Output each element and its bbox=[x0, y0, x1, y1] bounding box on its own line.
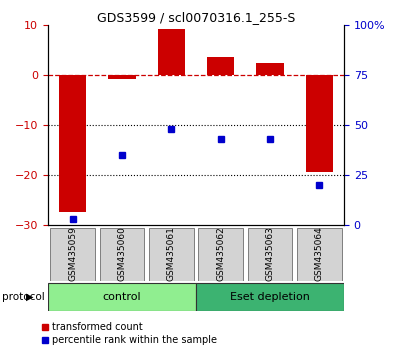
Text: Eset depletion: Eset depletion bbox=[230, 292, 310, 302]
Bar bbox=[196, 283, 344, 310]
Bar bbox=[256, 63, 284, 75]
Text: control: control bbox=[103, 292, 141, 302]
Text: GSM435064: GSM435064 bbox=[315, 227, 324, 281]
Bar bbox=[198, 228, 243, 281]
Bar bbox=[306, 75, 333, 172]
Bar bbox=[158, 29, 185, 75]
Text: GSM435061: GSM435061 bbox=[167, 227, 176, 281]
Bar bbox=[59, 75, 86, 212]
Bar bbox=[297, 228, 342, 281]
Text: GSM435063: GSM435063 bbox=[266, 227, 274, 281]
Bar bbox=[108, 75, 136, 79]
Bar bbox=[248, 228, 292, 281]
Legend: transformed count, percentile rank within the sample: transformed count, percentile rank withi… bbox=[37, 319, 221, 349]
Bar bbox=[50, 228, 95, 281]
Text: GSM435062: GSM435062 bbox=[216, 227, 225, 281]
Text: GSM435060: GSM435060 bbox=[118, 227, 126, 281]
Bar bbox=[48, 283, 196, 310]
Bar bbox=[149, 228, 194, 281]
Text: ▶: ▶ bbox=[26, 292, 34, 302]
Text: protocol: protocol bbox=[2, 292, 45, 302]
Bar bbox=[100, 228, 144, 281]
Text: GSM435059: GSM435059 bbox=[68, 227, 77, 281]
Bar bbox=[207, 57, 234, 75]
Title: GDS3599 / scl0070316.1_255-S: GDS3599 / scl0070316.1_255-S bbox=[97, 11, 295, 24]
